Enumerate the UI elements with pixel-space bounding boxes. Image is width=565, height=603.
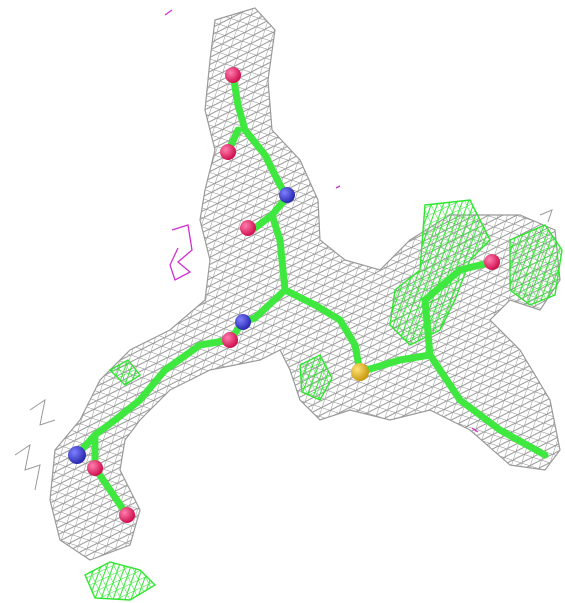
oxygen-atom <box>484 254 500 270</box>
sulfur-atom <box>351 363 369 381</box>
density-map-view <box>0 0 565 603</box>
oxygen-atom <box>87 460 103 476</box>
oxygen-atom <box>220 144 236 160</box>
oxygen-atom <box>225 67 241 83</box>
nitrogen-atom <box>235 314 251 330</box>
oxygen-atom <box>119 507 135 523</box>
oxygen-atom <box>222 332 238 348</box>
nitrogen-atom <box>68 446 86 464</box>
page: (() => { const data = JSON.parse(documen… <box>0 0 565 603</box>
oxygen-atom <box>240 220 256 236</box>
nitrogen-atom <box>279 187 295 203</box>
